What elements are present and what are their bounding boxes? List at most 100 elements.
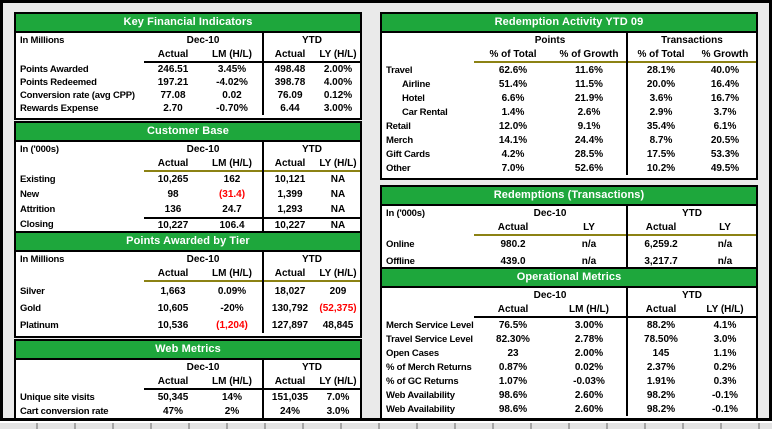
group-divider (626, 360, 628, 374)
value-cell: (31.4) (218, 189, 246, 200)
value-cell: 0.09% (217, 286, 247, 297)
group-divider (262, 282, 264, 299)
value-cell: 40.0% (710, 64, 740, 76)
value-cell: 9.1% (577, 120, 601, 132)
row-label: Car Rental (402, 106, 448, 118)
group-header-right: YTD (302, 254, 322, 265)
value-cell: 98.6% (498, 389, 528, 401)
row-label: Travel (386, 64, 413, 76)
value-cell: 145 (652, 347, 670, 359)
row-label: Gift Cards (386, 148, 430, 160)
row-label: Retail (386, 120, 411, 132)
value-cell: 50,345 (157, 391, 189, 403)
value-cell: 8.7% (649, 134, 673, 146)
column-header: Actual (628, 303, 694, 318)
value-cell: 3.0% (713, 333, 737, 345)
value-cell: 3.45% (217, 64, 247, 75)
value-cell: 980.2 (500, 239, 526, 250)
group-divider (626, 63, 628, 77)
value-cell: 10,121 (274, 174, 306, 185)
column-header: LM (H/L) (202, 375, 262, 390)
group-divider (262, 299, 264, 316)
group-divider (262, 48, 264, 63)
column-header: LY (H/L) (694, 303, 756, 318)
value-cell: 78.50% (644, 333, 678, 345)
row-label: Merch Service Level (386, 319, 474, 331)
table-title: Key Financial Indicators (16, 14, 360, 33)
unit-label: In ('000s) (20, 144, 59, 155)
value-cell: 1.1% (713, 347, 737, 359)
value-cell: 24% (279, 405, 300, 417)
row-label: Closing (20, 219, 54, 230)
group-header-right: YTD (302, 144, 322, 155)
value-cell: 49.5% (710, 162, 740, 174)
value-cell: 4.2% (501, 148, 525, 160)
group-header-right: YTD (302, 35, 322, 46)
value-cell: 3.7% (713, 106, 737, 118)
row-label: Attrition (20, 204, 56, 215)
group-divider (626, 253, 628, 270)
redemptions-transactions-table: Redemptions (Transactions) In ('000s) Dec… (380, 185, 758, 275)
row-label: Conversion rate (avg CPP) (20, 90, 135, 101)
group-divider (626, 402, 628, 416)
value-cell: 48,845 (322, 320, 354, 331)
value-cell: 136 (164, 204, 182, 215)
row-label: Hotel (402, 92, 425, 104)
group-divider (262, 202, 264, 217)
value-cell: 6.1% (713, 120, 737, 132)
customer-base-table: Customer Base In ('000s) Dec-10 YTD Actual L… (14, 121, 362, 237)
value-cell: 3.00% (323, 103, 353, 114)
value-cell: 4.00% (323, 77, 353, 88)
group-divider (262, 76, 264, 89)
value-cell: 53.3% (710, 148, 740, 160)
group-header-right: YTD (682, 290, 702, 301)
table-body: In Millions Dec-10 YTD Actual LM (H/L) Actual… (16, 252, 360, 336)
row-label: Platinum (20, 320, 59, 331)
row-label: % of GC Returns (386, 375, 459, 387)
value-cell: -0.03% (573, 375, 605, 387)
table-body: In ('000s) Dec-10 YTD Actual LM (H/L) Actual L… (16, 142, 360, 235)
value-cell: 24.4% (574, 134, 604, 146)
value-cell: 151,035 (271, 391, 309, 403)
group-header-right: Transactions (661, 35, 723, 46)
table-title: Customer Base (16, 123, 360, 142)
row-label: Other (386, 162, 411, 174)
value-cell: 47% (162, 405, 183, 417)
group-divider (626, 346, 628, 360)
value-cell: 1,293 (277, 204, 303, 215)
group-divider (262, 252, 264, 267)
value-cell: 0.3% (713, 375, 737, 387)
column-header: LM (H/L) (202, 157, 262, 172)
value-cell: 2.00% (574, 347, 604, 359)
value-cell: 7.0% (501, 162, 525, 174)
value-cell: 11.6% (575, 64, 603, 76)
group-divider (626, 288, 628, 303)
column-header: LY (H/L) (316, 267, 360, 282)
group-divider (626, 105, 628, 119)
value-cell: 21.9% (574, 92, 604, 104)
value-cell: 20.5% (710, 134, 740, 146)
redemption-activity-table: Redemption Activity YTD 09 Points Transac… (380, 12, 758, 180)
value-cell: 0.02 (222, 90, 242, 101)
value-cell: 3.6% (649, 92, 673, 104)
column-header: LM (H/L) (552, 303, 626, 318)
value-cell: 130,792 (271, 303, 309, 314)
value-cell: 106.4 (202, 217, 262, 232)
value-cell: 1,663 (160, 286, 186, 297)
group-divider (262, 267, 264, 282)
value-cell: 76.5% (498, 319, 528, 331)
value-cell: 439.0 (500, 256, 526, 267)
column-header: Actual (264, 375, 316, 390)
value-cell: (52,375) (319, 303, 357, 314)
column-header: Actual (144, 267, 202, 282)
value-cell: 2.70 (163, 103, 183, 114)
value-cell: 498.48 (274, 64, 306, 75)
value-cell: NA (330, 174, 346, 185)
value-cell: 12.0% (498, 120, 528, 132)
value-cell: 1,399 (277, 189, 303, 200)
row-label: Web Availability (386, 403, 455, 415)
value-cell: 2.37% (646, 361, 676, 373)
value-cell: 82.30% (496, 333, 530, 345)
group-divider (626, 206, 628, 221)
